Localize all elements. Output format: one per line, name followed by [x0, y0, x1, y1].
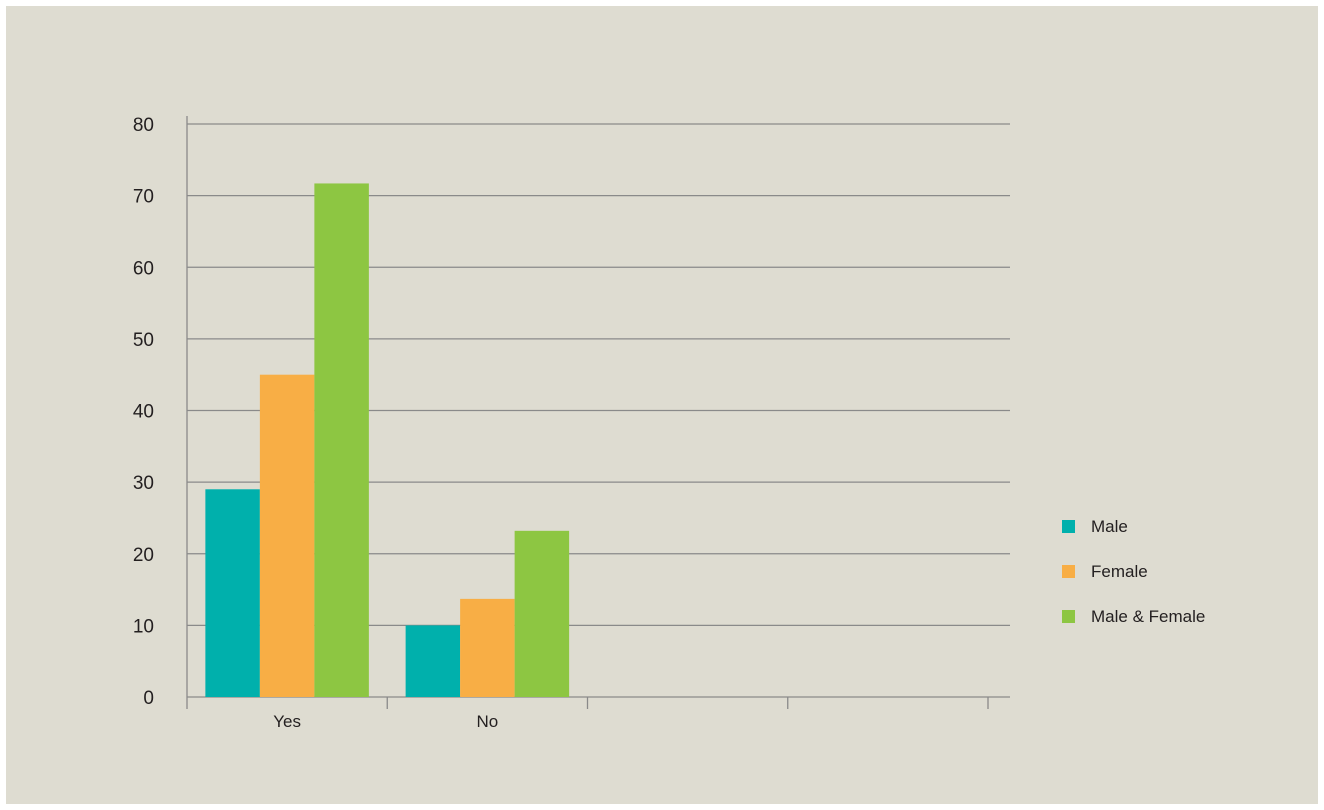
legend-swatch: [1062, 610, 1075, 623]
x-category-label: No: [477, 712, 499, 731]
y-tick-label: 30: [133, 473, 154, 494]
x-category-label: Yes: [273, 712, 301, 731]
x-axis: [186, 116, 989, 709]
x-axis-category-labels: Yes No: [273, 712, 498, 731]
bars: [205, 183, 570, 698]
y-tick-label: 50: [133, 330, 154, 351]
legend-label: Male: [1091, 517, 1128, 536]
bar-yes-male: [205, 489, 260, 697]
legend-label: Female: [1091, 562, 1148, 581]
y-tick-label: 40: [133, 402, 154, 423]
bar-no-female: [460, 598, 515, 697]
y-tick-label: 60: [133, 258, 154, 279]
legend-swatch: [1062, 565, 1075, 578]
bar-yes-female: [259, 374, 315, 697]
legend-label: Male & Female: [1091, 607, 1205, 626]
y-tick-label: 20: [133, 545, 154, 566]
bar-yes-male-female: [314, 183, 369, 698]
bar-no-male: [405, 625, 461, 697]
y-axis-tick-labels: 0 10 20 30 40 50 60 70 80: [133, 115, 154, 709]
y-tick-label: 0: [143, 688, 154, 709]
chart-panel: 0 10 20 30 40 50 60 70 80 Yes No Male Female Male &…: [6, 6, 1318, 804]
bar-no-male-female: [514, 530, 570, 697]
legend: Male Female Male & Female: [1062, 517, 1205, 626]
legend-swatch: [1062, 520, 1075, 533]
y-tick-label: 10: [133, 616, 154, 637]
y-tick-label: 80: [133, 115, 154, 136]
bar-chart: 0 10 20 30 40 50 60 70 80 Yes No Male Female Male &…: [133, 115, 1205, 731]
y-tick-label: 70: [133, 187, 154, 208]
